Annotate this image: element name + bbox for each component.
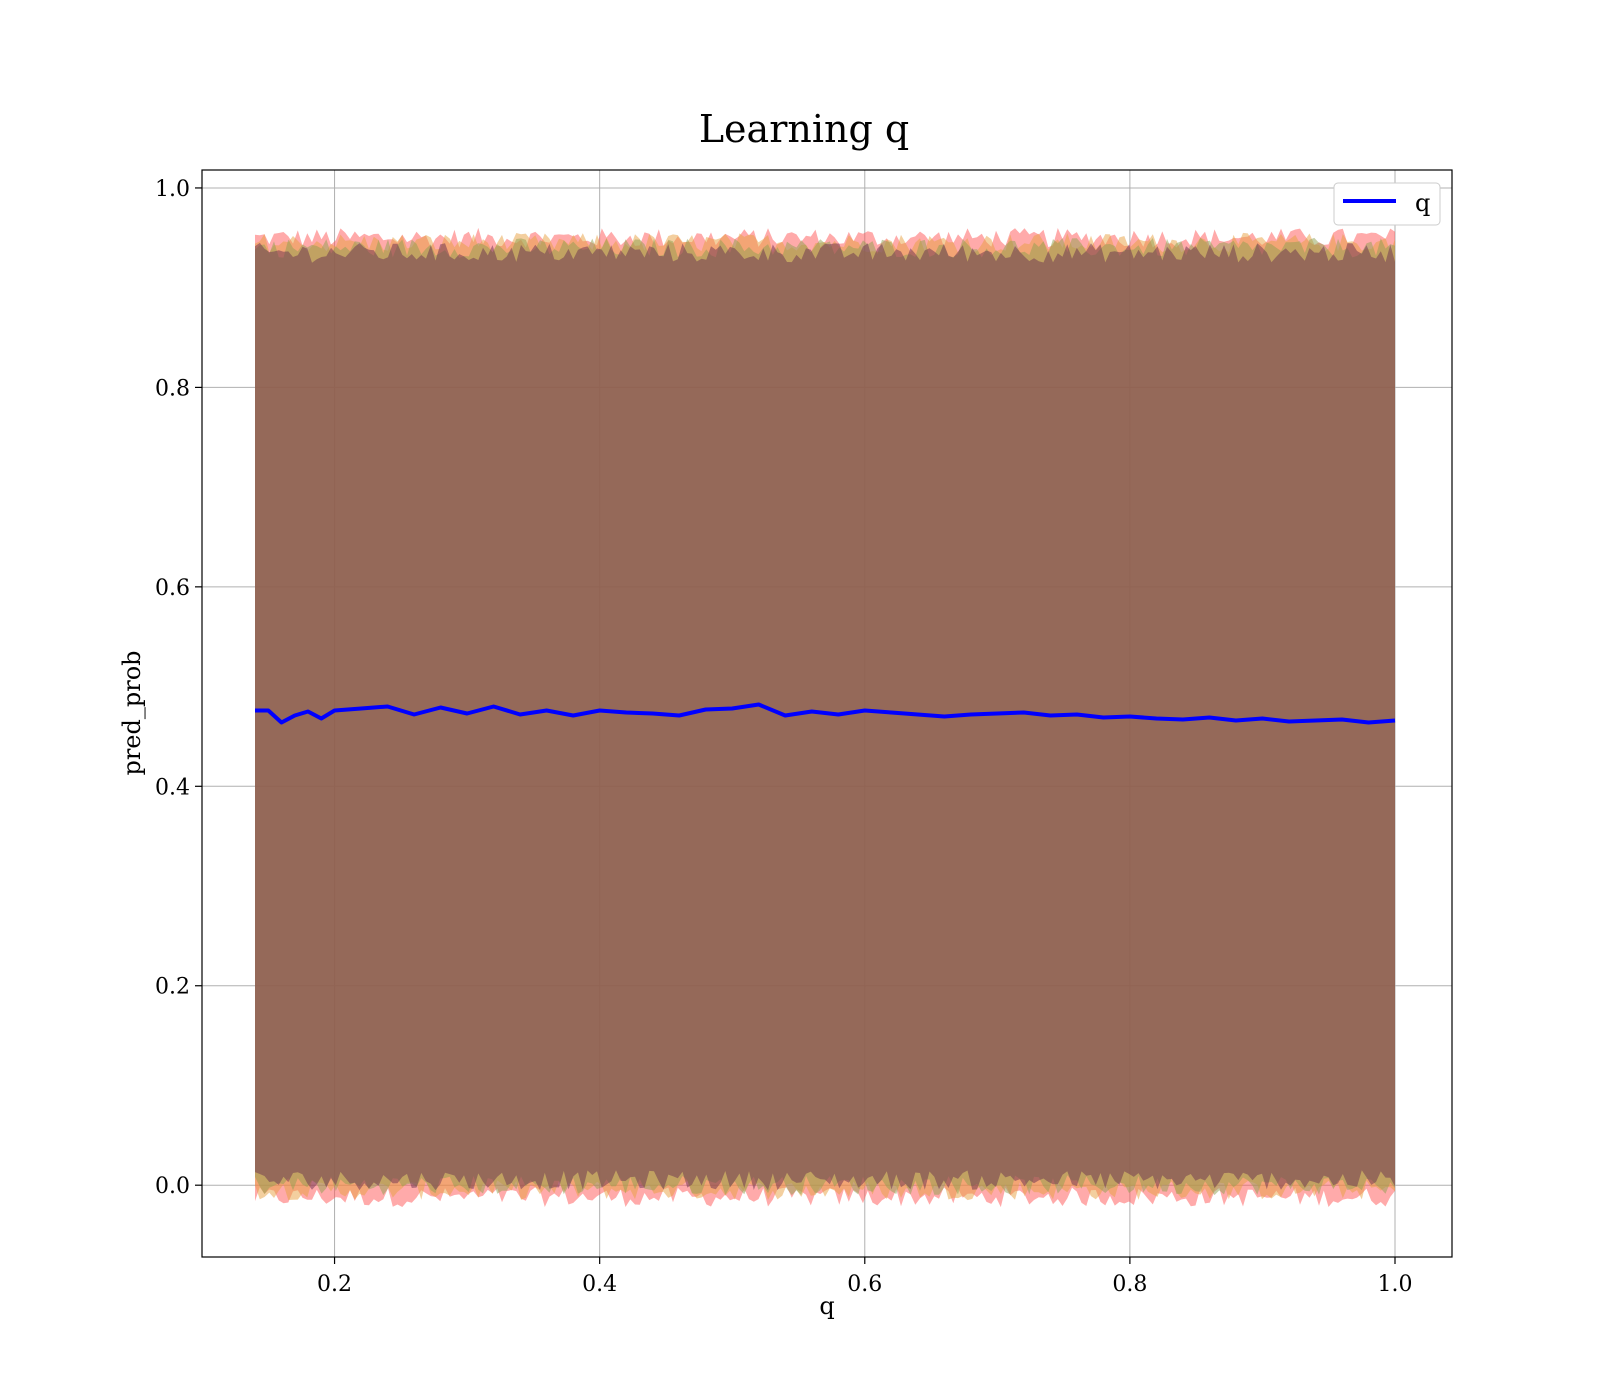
legend-label: q	[1415, 189, 1430, 217]
confidence-band	[255, 242, 1395, 1191]
y-tick-label: 0.4	[155, 775, 190, 800]
x-tick-label: 0.6	[847, 1272, 882, 1297]
legend-box	[1333, 182, 1441, 226]
y-tick-label: 0.0	[155, 1174, 190, 1199]
plot-frame	[201, 169, 1453, 1258]
legend: q	[1333, 182, 1441, 226]
ticks: 0.2 0.4 0.6 0.8 1.0 0.0 0.2 0.4 0.6 0.8 1.0	[155, 177, 1413, 1297]
y-tick-label: 0.8	[155, 376, 190, 401]
y-tick-label: 1.0	[155, 177, 190, 202]
y-tick-label: 0.6	[155, 576, 190, 601]
bands	[255, 227, 1395, 1208]
chart-title: Learning q	[699, 107, 909, 151]
series-line-q	[255, 702, 1396, 725]
y-tick-label: 0.2	[155, 975, 190, 1000]
x-tick-label: 0.2	[317, 1272, 352, 1297]
x-tick-label: 0.4	[582, 1272, 617, 1297]
y-axis-label: pred_prob	[118, 650, 146, 775]
x-tick-label: 0.8	[1112, 1272, 1147, 1297]
x-tick-label: 1.0	[1378, 1272, 1413, 1297]
x-axis-label: q	[819, 1292, 834, 1320]
lines	[255, 702, 1396, 725]
